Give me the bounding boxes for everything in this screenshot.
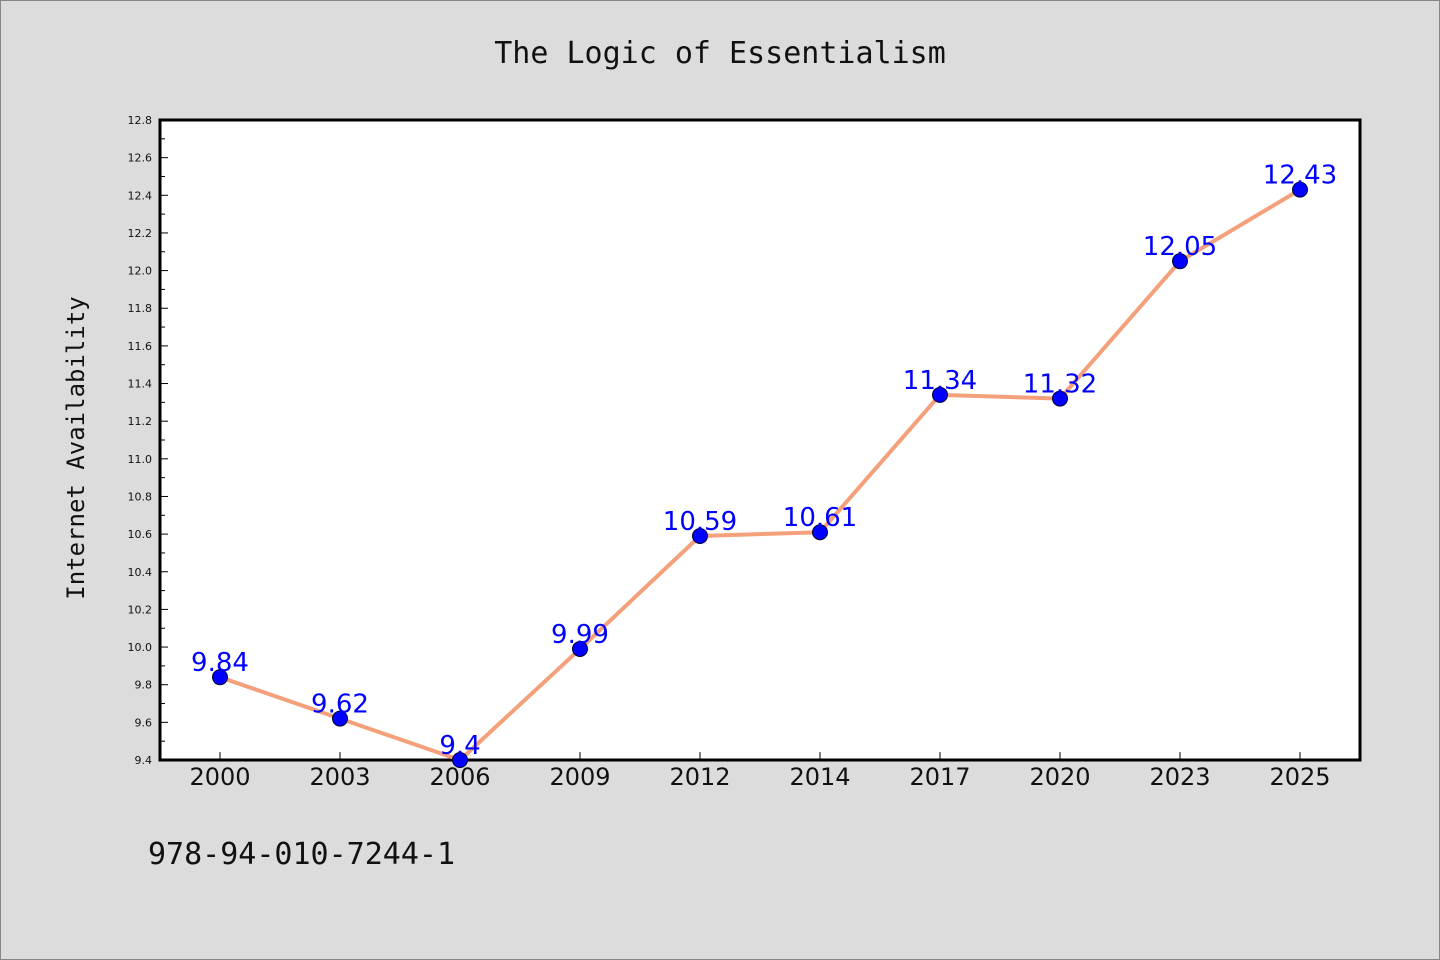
x-tick-label: 2000 [189, 763, 250, 791]
y-tick-label: 9.8 [135, 679, 153, 692]
chart-title: The Logic of Essentialism [494, 36, 946, 71]
data-label: 11.34 [903, 366, 977, 396]
data-label: 9.84 [191, 648, 249, 678]
data-point [1052, 390, 1068, 407]
data-labels: 9.84 9.62 9.4 9.99 10.59 10.61 11.34 11.32 12.05… [191, 161, 1337, 761]
y-tick-label: 12.0 [128, 265, 153, 278]
data-point [692, 528, 708, 544]
y-tick-label: 11.2 [128, 415, 153, 428]
x-tick-label: 2023 [1149, 763, 1210, 791]
data-label: 12.05 [1143, 232, 1217, 262]
data-label: 10.59 [663, 507, 737, 537]
y-tick-label: 11.0 [128, 453, 153, 466]
data-point [812, 524, 828, 541]
x-tick-label: 2025 [1269, 763, 1330, 791]
data-point [572, 640, 588, 657]
y-tick-label: 9.4 [135, 754, 153, 767]
y-tick-label: 12.4 [128, 189, 153, 202]
y-tick-label: 10.2 [128, 603, 153, 616]
data-label: 9.62 [311, 690, 369, 720]
footnote-isbn: 978-94-010-7244-1 [148, 837, 455, 872]
y-tick-label: 10.4 [128, 566, 153, 579]
data-point [1172, 253, 1188, 270]
y-tick-label: 10.8 [128, 490, 153, 503]
data-point [452, 752, 468, 768]
data-label: 9.4 [439, 731, 480, 761]
x-tick-label: 2014 [789, 763, 850, 791]
data-point [1292, 181, 1308, 198]
y-tick-label: 11.6 [128, 340, 153, 353]
y-tick-label: 9.6 [135, 716, 153, 729]
y-tick-label: 11.4 [128, 378, 153, 391]
x-tick-label: 2017 [909, 763, 970, 791]
y-tick-label: 10.0 [128, 641, 153, 654]
series-line-group [218, 187, 1302, 762]
data-point [332, 710, 348, 727]
y-axis-ticks: 9.4 9.6 9.8 10.0 10.2 10.4 10.6 10.8 11.0 11.2 11.… [128, 114, 168, 767]
data-label: 9.99 [551, 620, 609, 650]
x-axis-ticks: 2000 2003 2006 2009 2012 2014 2017 2020 2023 2025 [189, 752, 1331, 791]
x-tick-label: 2009 [549, 763, 610, 791]
data-markers [212, 181, 1308, 768]
data-point [212, 669, 228, 686]
y-axis-label: Internet Availability [62, 296, 90, 599]
x-tick-label: 2012 [669, 763, 730, 791]
data-label: 12.43 [1263, 161, 1337, 191]
data-point [932, 386, 948, 403]
x-tick-label: 2003 [309, 763, 370, 791]
y-tick-label: 12.6 [128, 152, 153, 165]
series-line [218, 187, 1302, 762]
y-tick-label: 10.6 [128, 528, 153, 541]
y-tick-label: 12.8 [128, 114, 153, 127]
data-label: 11.32 [1023, 370, 1097, 400]
data-label: 10.61 [783, 503, 857, 533]
y-tick-label: 12.2 [128, 227, 153, 240]
y-tick-label: 11.8 [128, 302, 153, 315]
plot-area [158, 118, 1362, 762]
x-tick-label: 2020 [1029, 763, 1090, 791]
